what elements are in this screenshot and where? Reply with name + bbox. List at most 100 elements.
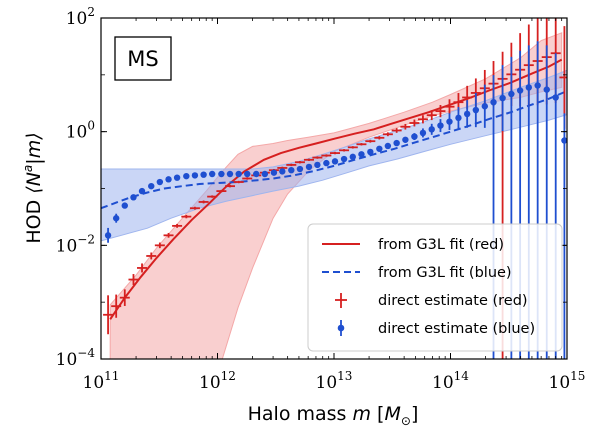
data-point-blue <box>376 145 383 152</box>
data-point-blue <box>244 170 251 178</box>
fit-line-blue <box>101 90 567 210</box>
dot-marker <box>156 178 164 186</box>
data-point-red <box>356 143 367 146</box>
data-point-blue <box>112 213 120 223</box>
data-point-red <box>426 110 437 121</box>
data-point-red <box>365 139 376 143</box>
dot-marker <box>446 118 453 125</box>
data-point-red <box>163 232 174 238</box>
data-point-red <box>339 149 350 152</box>
data-point-red <box>198 200 209 204</box>
data-point-blue <box>270 169 278 176</box>
dot-marker <box>376 145 383 152</box>
dot-marker <box>244 170 251 178</box>
dot-marker <box>104 232 112 239</box>
dot-marker <box>472 106 480 114</box>
data-point-blue <box>561 113 567 359</box>
dot-marker <box>296 165 304 173</box>
data-point-blue <box>323 159 330 167</box>
data-point-red <box>382 132 393 137</box>
data-point-blue <box>173 174 181 181</box>
dot-marker <box>499 94 506 102</box>
data-point-red <box>409 119 420 127</box>
data-point-blue <box>183 172 190 180</box>
dot-marker <box>173 174 181 181</box>
dot-marker <box>552 94 559 101</box>
fit-line-red <box>109 58 563 320</box>
data-point-red <box>391 128 402 133</box>
data-point-blue <box>499 65 506 132</box>
dot-marker <box>323 159 330 167</box>
data-point-blue <box>384 142 392 150</box>
y-tick-label: 102 <box>66 5 95 29</box>
dot-marker <box>358 151 365 158</box>
data-point-red <box>189 206 200 210</box>
y-tick-label: 10−2 <box>56 232 95 256</box>
legend-item-red-fit: from G3L fit (red) <box>322 237 504 253</box>
x-tick-label: 1011 <box>83 369 120 393</box>
data-point-blue <box>446 113 453 130</box>
data-point-red <box>321 154 332 157</box>
data-point-blue <box>200 171 207 178</box>
data-point-blue <box>437 119 444 133</box>
dot-marker <box>130 194 137 201</box>
dot-marker <box>253 170 260 178</box>
dot-marker <box>561 137 567 144</box>
data-point-blue <box>261 170 269 178</box>
dot-marker <box>121 202 128 209</box>
dot-marker <box>490 98 497 106</box>
data-point-red <box>400 123 411 130</box>
x-axis-label: Halo mass m [M⊙] <box>248 403 419 428</box>
dot-marker <box>437 122 444 129</box>
data-point-blue <box>165 176 172 183</box>
x-tick-label: 1012 <box>199 369 236 393</box>
dot-marker <box>428 126 435 133</box>
legend-label-blue-direct: direct estimate (blue) <box>378 321 535 337</box>
data-point-blue <box>481 84 489 128</box>
data-point-red <box>233 180 244 184</box>
confidence-band-blue <box>101 69 567 242</box>
data-point-blue <box>349 153 356 161</box>
dot-marker <box>534 82 541 89</box>
dot-marker <box>148 182 155 190</box>
data-point-blue <box>463 100 471 128</box>
dot-marker <box>235 170 242 178</box>
data-point-blue <box>402 136 409 143</box>
dot-marker <box>349 153 356 161</box>
dot-marker <box>305 163 313 171</box>
data-point-blue <box>279 168 286 175</box>
data-point-blue <box>340 155 348 163</box>
data-point-blue <box>104 227 112 243</box>
dot-marker <box>279 168 286 175</box>
data-point-red <box>435 105 446 118</box>
dot-marker <box>340 155 348 163</box>
dot-marker <box>112 215 120 222</box>
data-point-blue <box>296 165 304 173</box>
data-point-red <box>146 252 157 260</box>
data-point-blue <box>367 148 374 156</box>
data-point-red <box>137 263 148 273</box>
legend-label-red-direct: direct estimate (red) <box>378 293 528 309</box>
data-point-red <box>154 242 165 249</box>
data-point-blue <box>305 163 313 171</box>
dot-marker <box>288 166 295 174</box>
data-point-blue <box>253 170 260 178</box>
dot-marker <box>402 136 409 143</box>
dot-marker <box>226 170 234 178</box>
data-point-red <box>119 289 130 306</box>
data-point-blue <box>208 170 216 178</box>
data-point-red <box>242 177 253 180</box>
panel-label: MS <box>127 47 158 71</box>
data-point-blue <box>121 202 128 209</box>
x-tick-label: 1015 <box>549 369 586 393</box>
data-point-blue <box>138 187 146 195</box>
data-point-red <box>128 274 139 286</box>
dot-marker <box>455 114 462 122</box>
fit-lines <box>101 58 567 320</box>
data-point-blue <box>148 182 155 190</box>
confidence-bands <box>101 32 567 359</box>
y-tick-label: 100 <box>66 119 95 143</box>
dot-marker <box>138 187 146 195</box>
data-point-red <box>374 136 385 140</box>
dot-marker <box>481 103 489 110</box>
